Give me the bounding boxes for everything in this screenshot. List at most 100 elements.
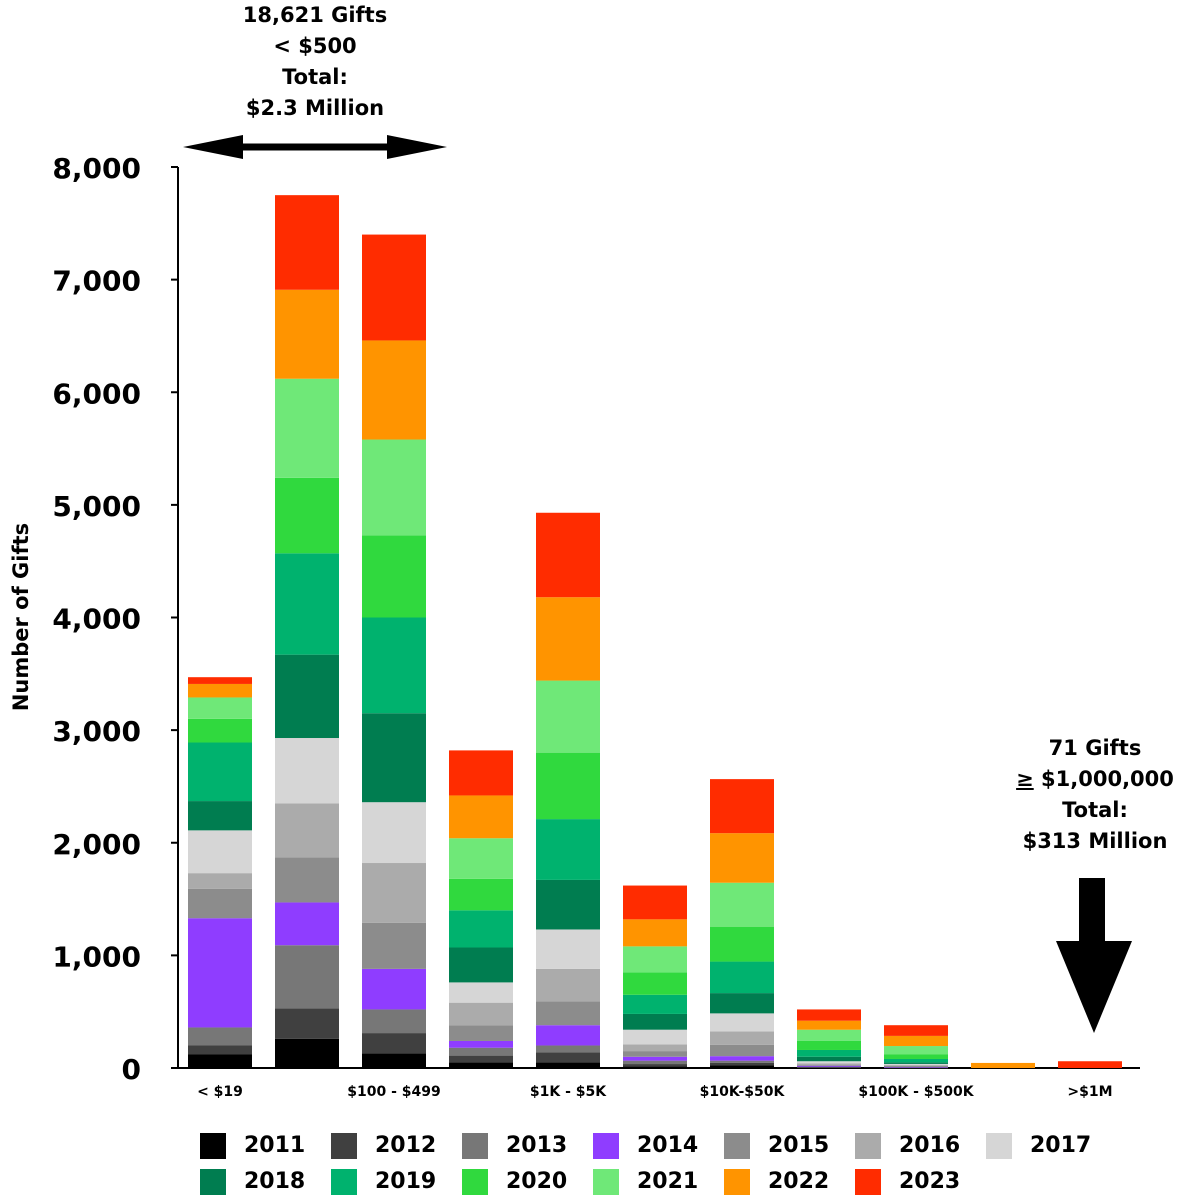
legend-label: 2018 [244,1169,306,1194]
bar-segment [449,795,513,839]
y-tick-label: 4,000 [52,603,141,636]
legend-swatch [331,1169,357,1195]
bar-segment [188,718,252,743]
bar-segment [623,1056,687,1061]
stacked-bar-chart: 0 1,000 2,000 3,000 4,000 5,000 6,000 7,000 8,00… [9,135,1140,1100]
bar-segment [536,752,600,820]
annotation-small-gifts-total-label: Total: [282,65,348,89]
bar-segment [275,803,339,858]
bar-segment [710,779,774,834]
bar-segment [275,289,339,379]
bar-segment [188,888,252,919]
legend-label: 2020 [506,1169,568,1194]
bar-segment [797,1009,861,1021]
bar-segment [188,918,252,1028]
bar-segment [536,1001,600,1026]
down-arrow-head [1056,941,1132,1033]
bar-segment [362,863,426,923]
bars [188,195,1122,1069]
bar-segment [188,1045,252,1055]
legend-swatch [724,1169,750,1195]
bar-segment [623,1029,687,1045]
bar-segment [362,1033,426,1054]
bar-segment [623,1060,687,1065]
annotation-large-gifts-count: 71 Gifts [1048,736,1142,760]
bar-segment [536,1052,600,1063]
bar-segment [275,654,339,739]
y-tick-label: 2,000 [52,828,141,861]
bar-segment [884,1065,948,1067]
y-axis-title: Number of Gifts [9,523,33,711]
bar-segment [362,713,426,803]
bar-segment [536,929,600,969]
bar-segment [449,1040,513,1048]
annotation-large-gifts: 71 Gifts ≥ $1,000,000 Total: $313 Millio… [990,733,1181,857]
bar-segment [797,1064,861,1066]
bar-segment [188,742,252,802]
bar-segment [449,982,513,1003]
y-tick-label: 8,000 [52,152,141,185]
bar-segment [710,1056,774,1061]
bar-segment [797,1020,861,1030]
bar-segment [797,1066,861,1068]
bar-segment [362,340,426,440]
bar-segment [362,802,426,864]
bar-segment [275,553,339,655]
bar-segment [884,1035,948,1047]
bar-segment [710,882,774,927]
bar-segment [536,1062,600,1068]
bar-segment [797,1049,861,1057]
bar-segment [797,1063,861,1065]
bar-segment [536,819,600,880]
bar-segment [710,926,774,962]
legend-swatch [593,1169,619,1195]
bar-segment [275,857,339,903]
bar-segment [536,968,600,1002]
annotation-large-gifts-total-label: Total: [1062,798,1128,822]
legend-swatch [200,1133,226,1159]
bar-segment [449,1047,513,1056]
bar-segment [362,1009,426,1034]
bar-segment [884,1063,948,1066]
bar-segment [797,1067,861,1069]
legend-swatch [462,1169,488,1195]
bar-segment [536,680,600,753]
y-tick-label: 5,000 [52,490,141,523]
bar-segment [362,617,426,714]
bar-segment [884,1065,948,1067]
x-tick-label: >$1M [1067,1084,1112,1100]
x-tick-label: $100K - $500K [858,1084,974,1100]
bar-segment [710,1044,774,1057]
bar-segment [449,838,513,879]
legend-swatch [724,1133,750,1159]
bar-segment [797,1040,861,1050]
bar-segment [449,878,513,911]
bar-segment [536,1045,600,1053]
annotation-large-gifts-total: $313 Million [1022,829,1168,853]
bar-segment [623,972,687,995]
bar-segment [623,946,687,973]
legend-swatch [331,1133,357,1159]
legend-label: 2014 [637,1133,699,1158]
bar-segment [449,947,513,983]
y-tick-label: 0 [122,1053,141,1086]
bar-segment [884,1025,948,1036]
bar-segment [884,1046,948,1055]
y-tick-label: 1,000 [52,940,141,973]
bar-segment [275,1038,339,1068]
bar-segment [536,512,600,598]
bar-segment [884,1062,948,1064]
legend-label: 2019 [375,1169,437,1194]
legend-swatch [462,1133,488,1159]
bar-segment [275,902,339,946]
bar-segment [188,683,252,698]
legend-label: 2021 [637,1169,699,1194]
y-tick-label: 3,000 [52,715,141,748]
annotation-large-gifts-range: ≥ $1,000,000 [990,764,1181,795]
bar-segment [536,879,600,930]
bar-segment [623,1066,687,1068]
legend-label: 2015 [768,1133,830,1158]
y-tick-label: 6,000 [52,377,141,410]
legend-swatch [855,1133,881,1159]
bar-segment [797,1065,861,1067]
